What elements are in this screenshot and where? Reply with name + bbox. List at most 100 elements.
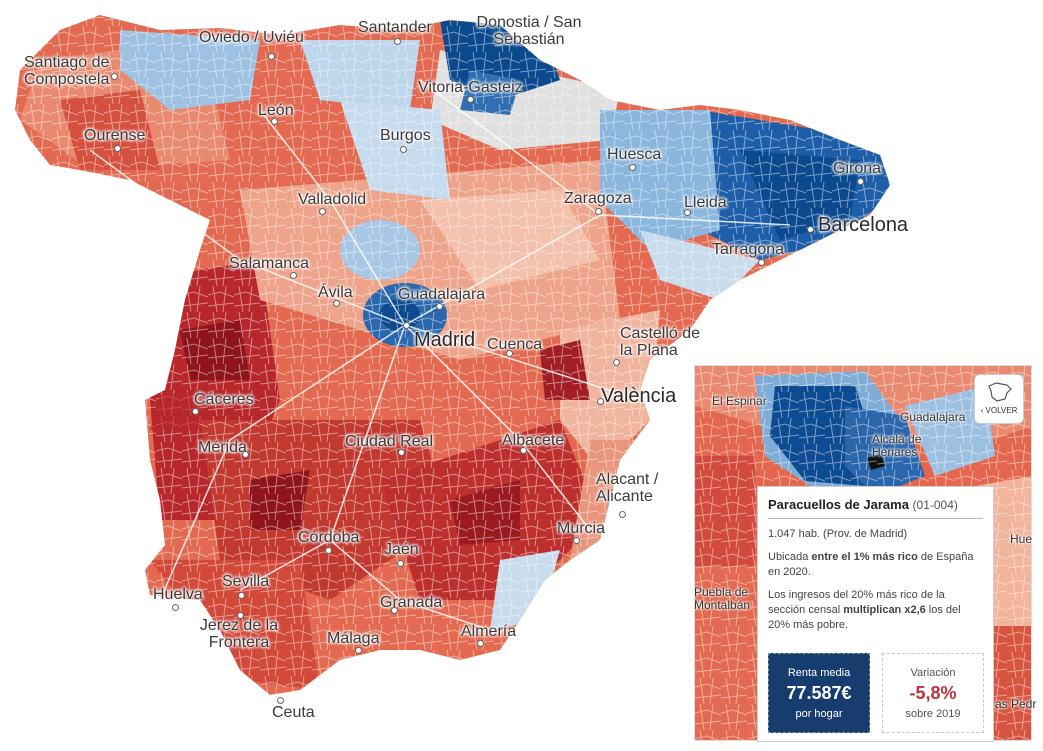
city-marker — [268, 53, 275, 60]
city-label-girona: Girona — [833, 160, 882, 177]
city-marker — [355, 647, 362, 654]
inset-label-pedr: as Pedr — [995, 697, 1037, 711]
city-marker — [613, 359, 620, 366]
city-marker — [467, 96, 474, 103]
rank-suffix: de España en 2020. — [768, 551, 974, 578]
tooltip-name: Paracuellos de Jarama — [768, 497, 909, 512]
tooltip-divider — [768, 518, 983, 519]
city-marker — [595, 208, 602, 215]
city-marker — [319, 208, 326, 215]
variacion-box: Variación -5,8% sobre 2019 — [882, 653, 984, 733]
city-marker — [237, 612, 244, 619]
city-label-jaen: Jaén — [384, 541, 419, 558]
spain-outline-icon — [988, 382, 1012, 402]
tooltip-title: Paracuellos de Jarama (01-004) — [768, 497, 983, 512]
city-marker — [403, 322, 410, 329]
city-label-salamanca: Salamanca — [229, 255, 310, 272]
city-marker — [397, 560, 404, 567]
inset-label-hue: Hue — [1010, 532, 1033, 546]
inset-label-el-espinar: El Espinar — [712, 394, 767, 408]
inset-label-guadalajara: Guadalajara — [900, 410, 966, 424]
city-label-guadalajara: Guadalajara — [398, 286, 486, 303]
city-label-lleida: Lleida — [684, 194, 727, 211]
city-label-cordoba: Córdoba — [298, 529, 360, 546]
city-label-ceuta: Ceuta — [272, 704, 315, 721]
city-label-barcelona: Barcelona — [818, 214, 909, 236]
city-marker — [506, 350, 513, 357]
city-label-sevilla: Sevilla — [222, 573, 270, 590]
tooltip-code: (01-004) — [912, 498, 958, 512]
ratio-suffix: los del 20% más pobre. — [768, 604, 961, 631]
city-marker — [333, 300, 340, 307]
city-marker — [597, 398, 604, 405]
renta-unit: por hogar — [795, 708, 843, 720]
city-label-granada: Granada — [380, 594, 443, 611]
city-marker — [398, 449, 405, 456]
city-label-jerez: Jerez de la Frontera — [199, 617, 279, 651]
tooltip-ratio: Los ingresos del 20% más rico de la secc… — [768, 588, 983, 633]
city-label-almeria: Almería — [461, 623, 517, 640]
variacion-label: Variación — [910, 667, 956, 679]
city-marker — [400, 146, 407, 153]
city-marker — [111, 73, 118, 80]
city-marker — [629, 164, 636, 171]
city-marker — [271, 118, 278, 125]
city-marker — [394, 38, 401, 45]
city-label-madrid: Madrid — [414, 329, 476, 351]
city-marker — [619, 511, 626, 518]
city-label-santander: Santander — [358, 19, 432, 36]
city-label-zaragoza: Zaragoza — [564, 190, 632, 207]
back-button-label: ‹ VOLVER — [980, 406, 1018, 415]
renta-value: 77.587€ — [786, 683, 852, 703]
city-marker — [238, 592, 245, 599]
inset-label-puebla: Puebla de Montalbán — [694, 585, 751, 612]
variacion-value: -5,8% — [909, 683, 957, 703]
city-marker — [242, 451, 249, 458]
city-label-cuenca: Cuenca — [487, 336, 543, 353]
city-label-vitoria: Vitoria-Gasteiz — [418, 79, 523, 96]
ratio-bold: multiplican x2,6 — [843, 604, 926, 616]
city-marker — [573, 537, 580, 544]
tooltip-stats: Renta media 77.587€ por hogar Variación … — [768, 653, 984, 735]
city-marker — [857, 178, 864, 185]
city-marker — [172, 604, 179, 611]
city-marker — [290, 272, 297, 279]
city-label-donostia: Donostia / San Sebastián — [476, 14, 582, 48]
city-label-ourense: Ourense — [84, 127, 146, 144]
renta-label: Renta media — [787, 667, 851, 679]
city-marker — [192, 408, 199, 415]
renta-media-box: Renta media 77.587€ por hogar — [768, 653, 870, 733]
city-label-merida: Mérida — [198, 439, 247, 456]
city-label-ciudadreal: Ciudad Real — [345, 433, 434, 450]
city-label-castello: Castelló de la Plana — [620, 325, 701, 359]
city-label-murcia: Murcia — [557, 520, 606, 537]
city-marker — [758, 259, 765, 266]
road-network — [89, 79, 791, 631]
city-marker — [325, 547, 332, 554]
city-label-oviedo: Oviedo / Uviéu — [199, 29, 304, 46]
city-label-santiago: Santiago de Compostela — [24, 54, 110, 88]
tooltip-population: 1.047 hab. (Prov. de Madrid) — [768, 528, 908, 540]
city-label-burgos: Burgos — [380, 127, 431, 144]
city-label-huesca: Huesca — [607, 146, 662, 163]
city-label-alacant: Alacant / Alicante — [596, 471, 659, 505]
ratio-prefix: Los ingresos del 20% más rico de la secc… — [768, 589, 945, 616]
city-label-huelva: Huelva — [153, 586, 203, 603]
city-label-valladolid: Valladolid — [298, 191, 367, 208]
city-label-valencia: València — [601, 385, 677, 407]
rank-bold: entre el 1% más rico — [811, 551, 918, 563]
section-tooltip: Paracuellos de Jarama (01-004) 1.047 hab… — [757, 486, 994, 742]
city-label-caceres: Cáceres — [194, 391, 254, 408]
city-marker — [436, 303, 443, 310]
city-marker — [391, 607, 398, 614]
city-marker — [520, 447, 527, 454]
city-label-malaga: Málaga — [327, 630, 380, 647]
city-marker — [684, 209, 691, 216]
back-button[interactable]: ‹ VOLVER — [974, 374, 1024, 424]
tooltip-rank: Ubicada entre el 1% más rico de España e… — [768, 550, 983, 580]
city-marker — [114, 145, 121, 152]
city-marker — [477, 640, 484, 647]
variacion-since: sobre 2019 — [905, 708, 961, 720]
